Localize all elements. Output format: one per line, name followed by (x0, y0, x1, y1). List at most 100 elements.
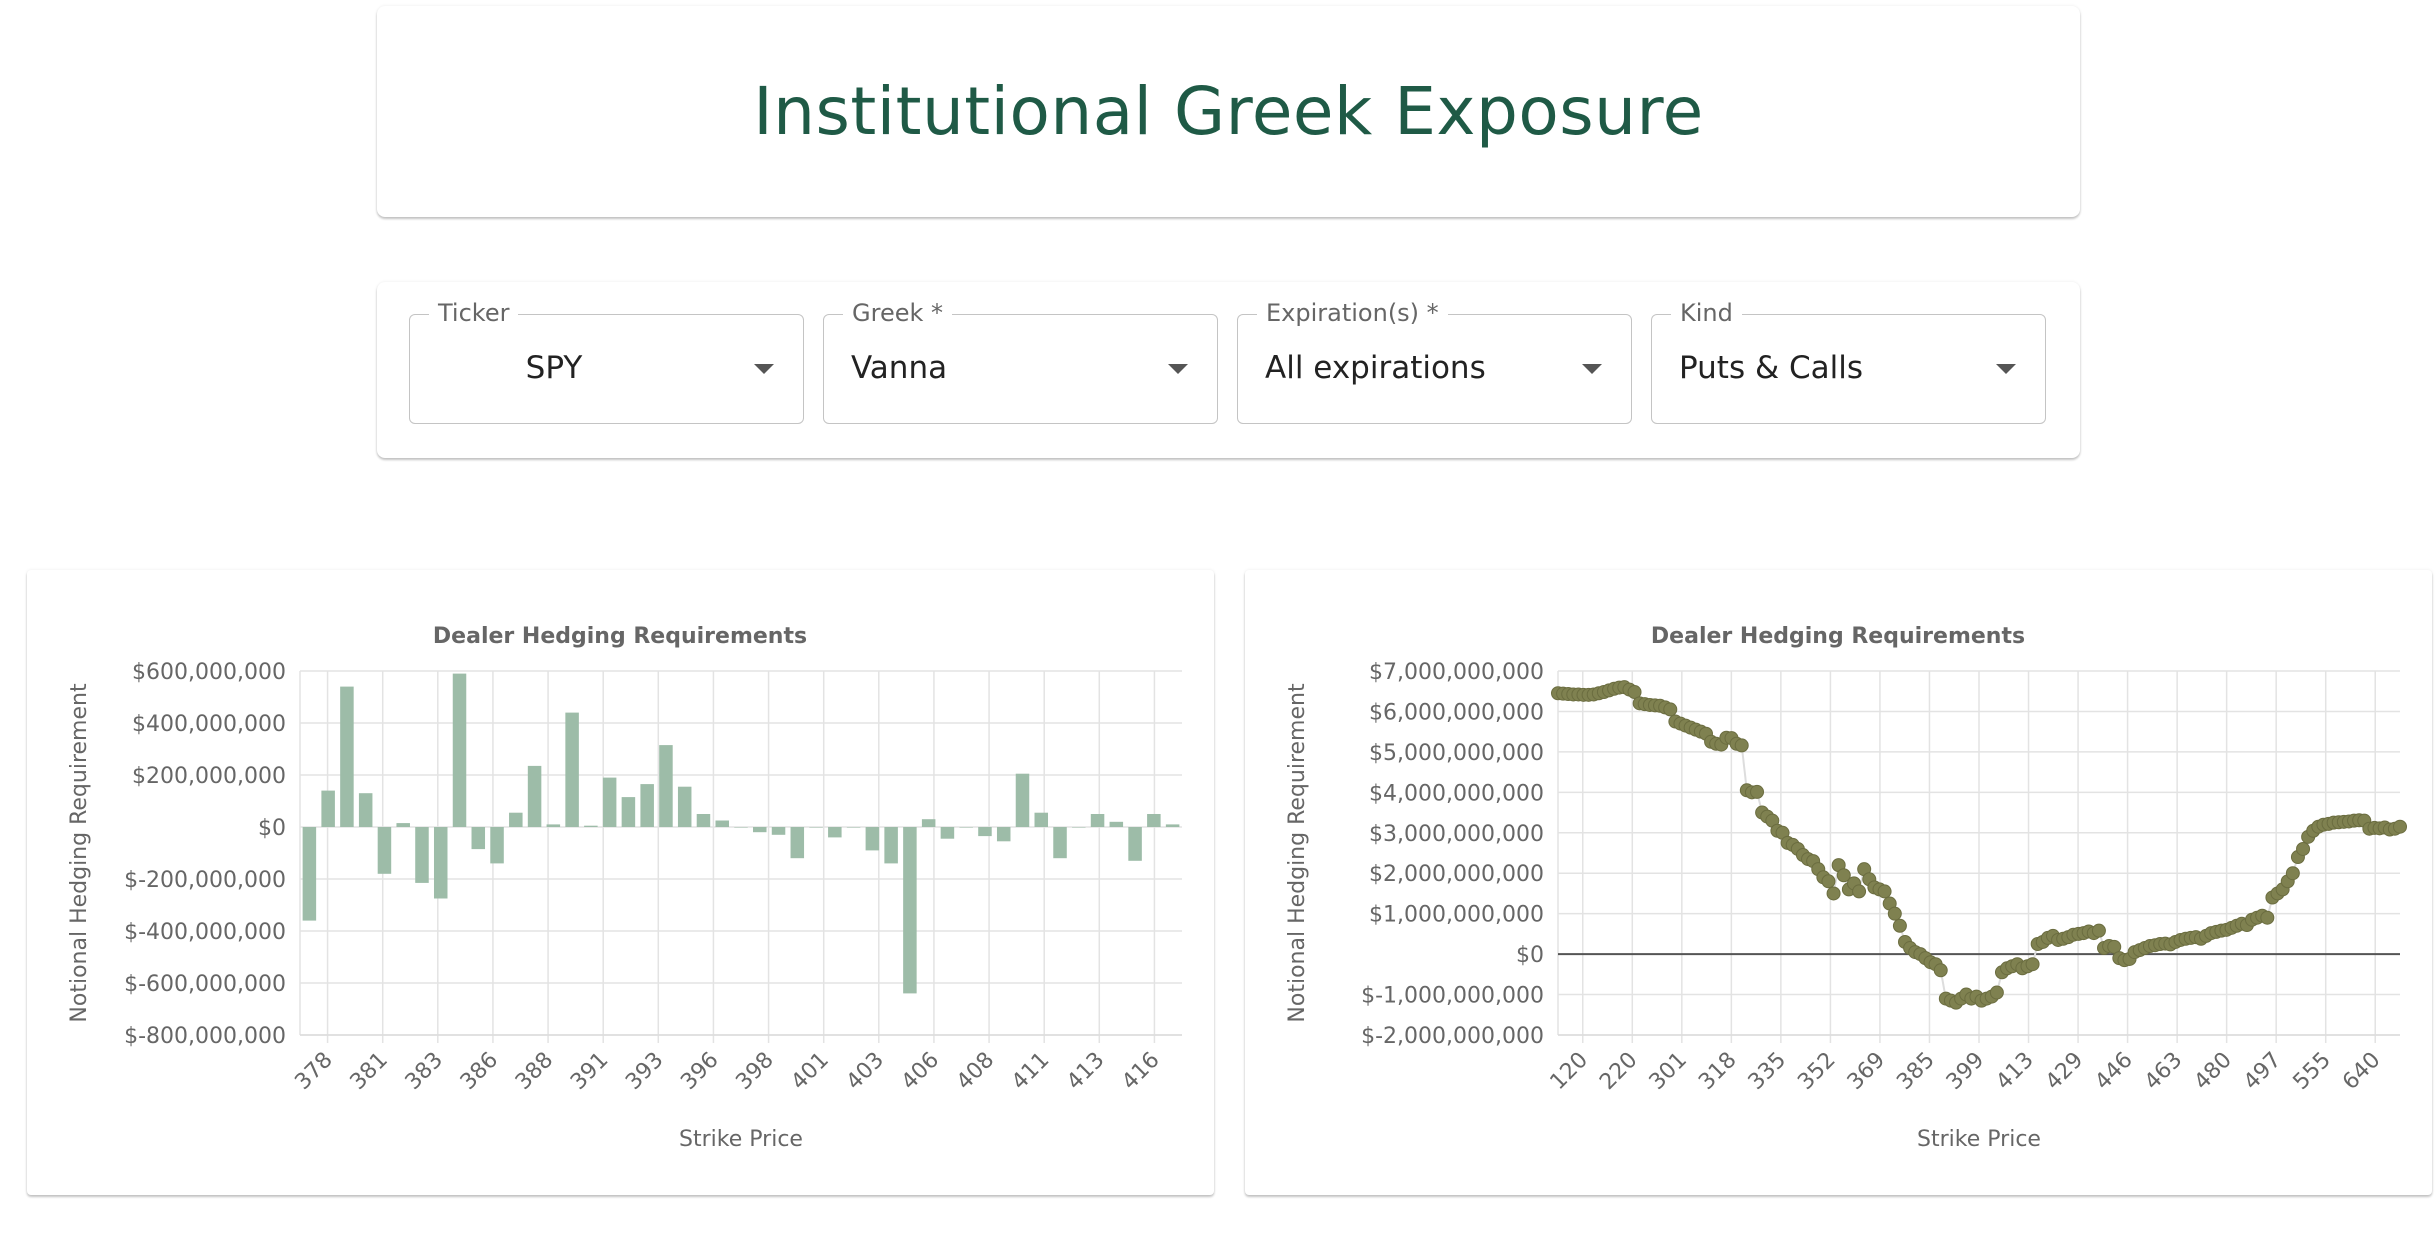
x-tick-label: 120 (1546, 1048, 1593, 1095)
expirations-select[interactable]: Expiration(s) * All expirations (1237, 298, 1632, 424)
x-tick-label: 369 (1843, 1048, 1890, 1095)
kind-select-outline (1651, 314, 2046, 424)
bar (415, 827, 429, 883)
bar (471, 827, 486, 850)
bar (940, 827, 955, 839)
bar (358, 793, 373, 827)
bar (809, 827, 823, 828)
x-tick-label: 555 (2289, 1048, 2336, 1095)
ticker-dropdown-arrow-icon[interactable] (754, 364, 774, 374)
x-tick-label: 411 (1007, 1048, 1054, 1095)
bar (715, 820, 729, 827)
x-tick-label: 413 (1991, 1048, 2038, 1095)
y-tick-label: $200,000,000 (132, 764, 286, 789)
bar (1053, 827, 1067, 859)
bar (790, 827, 805, 859)
bar (1072, 827, 1086, 828)
bar (1015, 773, 1030, 827)
bar-chart: Dealer Hedging Requirements Strike Price N… (67, 624, 1182, 1152)
x-tick-label: 352 (1793, 1048, 1840, 1095)
bar (734, 827, 748, 828)
bar (640, 784, 654, 827)
data-point (2025, 957, 2040, 972)
y-tick-label: $-600,000,000 (124, 972, 286, 997)
bar (377, 827, 392, 874)
y-axis-label: Notional Hedging Requirement (1285, 683, 1310, 1023)
greek-select-label: Greek * (843, 298, 952, 328)
x-tick-label: 396 (676, 1048, 723, 1095)
y-tick-label: $7,000,000,000 (1369, 660, 1544, 685)
bar (321, 790, 335, 827)
x-tick-label: 386 (456, 1048, 503, 1095)
controls-card: Ticker SPY Greek * Vanna Expiration(s) *… (377, 282, 2080, 458)
data-point (1734, 738, 1749, 753)
x-tick-label: 406 (897, 1048, 944, 1095)
x-tick-label: 416 (1117, 1048, 1164, 1095)
data-point (1836, 868, 1851, 883)
data-point (1852, 884, 1867, 899)
bar (1034, 812, 1049, 827)
bar (828, 827, 842, 838)
bar (565, 712, 579, 827)
bar (659, 745, 673, 827)
bar (452, 673, 467, 827)
x-tick-label: 335 (1744, 1048, 1791, 1095)
expirations-select-value: All expirations (1265, 350, 1486, 386)
bar (884, 827, 898, 864)
x-tick-label: 640 (2338, 1048, 2385, 1095)
bar (959, 827, 973, 828)
data-point (1627, 685, 1642, 700)
data-point (1892, 918, 1907, 933)
y-tick-label: $-800,000,000 (124, 1024, 286, 1049)
y-tick-label: $0 (1516, 943, 1544, 968)
bar (1128, 827, 1142, 861)
bar (1109, 821, 1124, 827)
x-tick-label: 401 (787, 1048, 834, 1095)
expirations-dropdown-arrow-icon[interactable] (1582, 364, 1602, 374)
y-tick-label: $600,000,000 (132, 660, 286, 685)
bar (753, 827, 767, 833)
kind-select[interactable]: Kind Puts & Calls (1651, 298, 2046, 424)
x-tick-label: 391 (566, 1048, 613, 1095)
ticker-select[interactable]: Ticker SPY (409, 298, 804, 424)
bar (846, 827, 861, 828)
y-tick-label: $400,000,000 (132, 712, 286, 737)
y-tick-label: $3,000,000,000 (1369, 822, 1544, 847)
data-point (2296, 841, 2311, 856)
header-card: Institutional Greek Exposure (377, 6, 2080, 217)
x-tick-label: 301 (1645, 1048, 1692, 1095)
data-point (1821, 874, 1836, 889)
y-tick-label: $5,000,000,000 (1369, 741, 1544, 766)
x-tick-label: 497 (2239, 1048, 2286, 1095)
bar (621, 797, 636, 827)
y-tick-label: $0 (258, 816, 286, 841)
data-point (1887, 906, 1902, 921)
chart-title: Dealer Hedging Requirements (433, 624, 807, 649)
bar (546, 824, 561, 827)
bar (340, 686, 354, 827)
greek-dropdown-arrow-icon[interactable] (1168, 364, 1188, 374)
data-point (2285, 866, 2300, 881)
kind-select-value: Puts & Calls (1679, 350, 1864, 386)
bar (396, 823, 410, 827)
x-tick-label: 463 (2140, 1048, 2187, 1095)
y-tick-label: $1,000,000,000 (1369, 903, 1544, 928)
greek-select[interactable]: Greek * Vanna (823, 298, 1218, 424)
bar (865, 827, 880, 851)
kind-dropdown-arrow-icon[interactable] (1996, 364, 2016, 374)
y-tick-label: $-1,000,000,000 (1361, 984, 1544, 1009)
greek-select-outline (823, 314, 1218, 424)
y-tick-label: $2,000,000,000 (1369, 862, 1544, 887)
ticker-select-value: SPY (525, 350, 583, 386)
y-tick-label: $4,000,000,000 (1369, 781, 1544, 806)
data-point (1877, 884, 1892, 899)
data-point (1933, 963, 1948, 978)
bar (302, 827, 317, 921)
bar-chart-card: Dealer Hedging Requirements Strike Price N… (27, 570, 1214, 1195)
bar (602, 777, 617, 827)
x-tick-label: 381 (346, 1048, 393, 1095)
bar (527, 765, 542, 827)
page-title: Institutional Greek Exposure (753, 73, 1704, 150)
data-point (1826, 886, 1841, 901)
x-tick-label: 393 (621, 1048, 668, 1095)
